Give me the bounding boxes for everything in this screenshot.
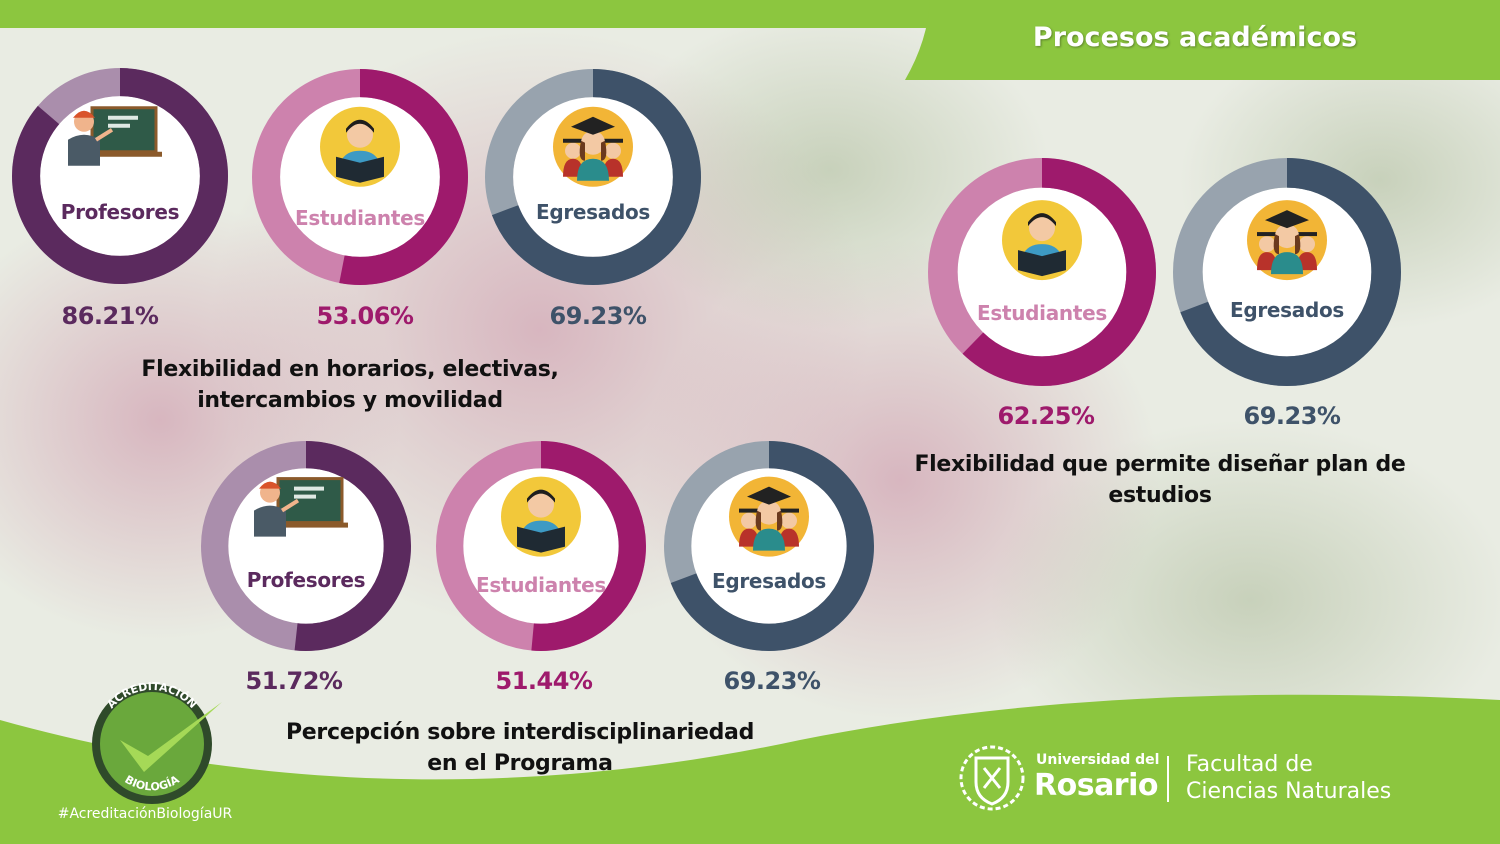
teacher-at-chalkboard-icon: [254, 477, 348, 537]
chart1-donut-svg-estudiantes: [252, 69, 468, 285]
chart1-category-label-egresados: Egresados: [535, 200, 651, 224]
chart3-caption-line2: estudios: [1108, 483, 1212, 508]
chart2-donut-estudiantes: Estudiantes: [431, 436, 651, 656]
university-name: Rosario: [1034, 768, 1159, 803]
badge-bottom-text: BIOLOGÍA: [122, 773, 181, 794]
chart3-donut-value-arc-egresados: [1172, 157, 1402, 387]
chart1-category-label-estudiantes: Estudiantes: [294, 206, 425, 230]
faculty-line2: Ciencias Naturales: [1186, 779, 1392, 804]
chart3-category-label-estudiantes: Estudiantes: [976, 301, 1107, 325]
chart3-donut-svg-egresados: [1172, 157, 1402, 387]
chart1-donut-svg-egresados: [485, 69, 701, 285]
chart1-value-label-profesores: 86.21%: [61, 302, 159, 330]
chart2-caption: Percepción sobre interdisciplinariedad e…: [240, 717, 800, 779]
chart1-value-label-egresados: 69.23%: [549, 302, 647, 330]
student-reading-book-icon: [501, 476, 581, 557]
chart1-donut-value-arc-profesores: [12, 68, 228, 284]
chart1-caption: Flexibilidad en horarios, electivas, int…: [80, 354, 620, 416]
chart2-donut-profesores: Profesores: [196, 436, 416, 656]
logo-divider: [1167, 756, 1169, 802]
graduates-with-caps-icon: [729, 476, 809, 557]
chart1-caption-line2: intercambios y movilidad: [197, 388, 503, 413]
university-name-small: Universidad del: [1036, 752, 1160, 768]
chart2-category-label-estudiantes: Estudiantes: [475, 573, 606, 597]
title-tab: [905, 0, 1500, 80]
chart2-value-label-profesores: 51.72%: [245, 667, 343, 695]
teacher-at-chalkboard-icon: [68, 106, 162, 166]
chart1-category-label-profesores: Profesores: [60, 200, 180, 224]
chart1-donut-egresados: Egresados: [480, 64, 706, 290]
chart1-donut-value-arc-egresados: [485, 69, 701, 285]
graduates-with-caps-icon: [1247, 200, 1327, 281]
chart2-donut-value-arc-profesores: [201, 441, 411, 651]
chart1-donut-value-arc-estudiantes: [252, 69, 468, 285]
graduates-with-caps-icon: [553, 106, 633, 187]
chart2-category-label-profesores: Profesores: [246, 568, 366, 592]
chart3-caption: Flexibilidad que permite diseñar plan de…: [880, 449, 1440, 511]
student-reading-book-icon: [1002, 200, 1082, 281]
student-reading-book-icon: [320, 106, 400, 187]
faculty-line1: Facultad de: [1186, 752, 1313, 777]
chart1-value-label-estudiantes: 53.06%: [316, 302, 414, 330]
chart1-donut-profesores: Profesores: [7, 63, 233, 289]
university-crest-icon: [959, 745, 1025, 811]
chart3-donut-svg-estudiantes: [927, 157, 1157, 387]
chart2-caption-line1: Percepción sobre interdisciplinariedad: [285, 720, 755, 745]
chart3-donut-value-arc-estudiantes: [927, 157, 1157, 387]
chart3-value-label-estudiantes: 62.25%: [997, 402, 1095, 430]
chart3-caption-line1: Flexibilidad que permite diseñar plan de: [914, 452, 1406, 477]
chart2-category-label-egresados: Egresados: [711, 569, 827, 593]
bottom-green-wave: [0, 694, 1500, 844]
chart1-donut-svg-profesores: [12, 68, 228, 284]
chart2-donut-svg-egresados: [664, 441, 874, 651]
chart2-caption-line2: en el Programa: [427, 751, 613, 776]
chart2-donut-svg-estudiantes: [436, 441, 646, 651]
chart2-donut-value-arc-egresados: [664, 441, 874, 651]
chart1-caption-line1: Flexibilidad en horarios, electivas,: [141, 357, 559, 382]
chart3-donut-estudiantes: Estudiantes: [923, 153, 1161, 391]
chart3-category-label-egresados: Egresados: [1229, 298, 1345, 322]
chart2-donut-value-arc-estudiantes: [436, 441, 646, 651]
chart2-value-label-egresados: 69.23%: [723, 667, 821, 695]
chart1-donut-estudiantes: Estudiantes: [247, 64, 473, 290]
page-title: Procesos académicos: [1032, 22, 1358, 53]
chart2-value-label-estudiantes: 51.44%: [495, 667, 593, 695]
chart3-donut-egresados: Egresados: [1168, 153, 1406, 391]
accreditation-badge: ACREDITACIÓN BIOLOGÍA: [92, 680, 222, 804]
chart2-donut-egresados: Egresados: [659, 436, 879, 656]
chart3-value-label-egresados: 69.23%: [1243, 402, 1341, 430]
svg-text:BIOLOGÍA: BIOLOGÍA: [122, 773, 181, 794]
hashtag: #AcreditaciónBiologíaUR: [57, 806, 233, 822]
chart2-donut-svg-profesores: [201, 441, 411, 651]
